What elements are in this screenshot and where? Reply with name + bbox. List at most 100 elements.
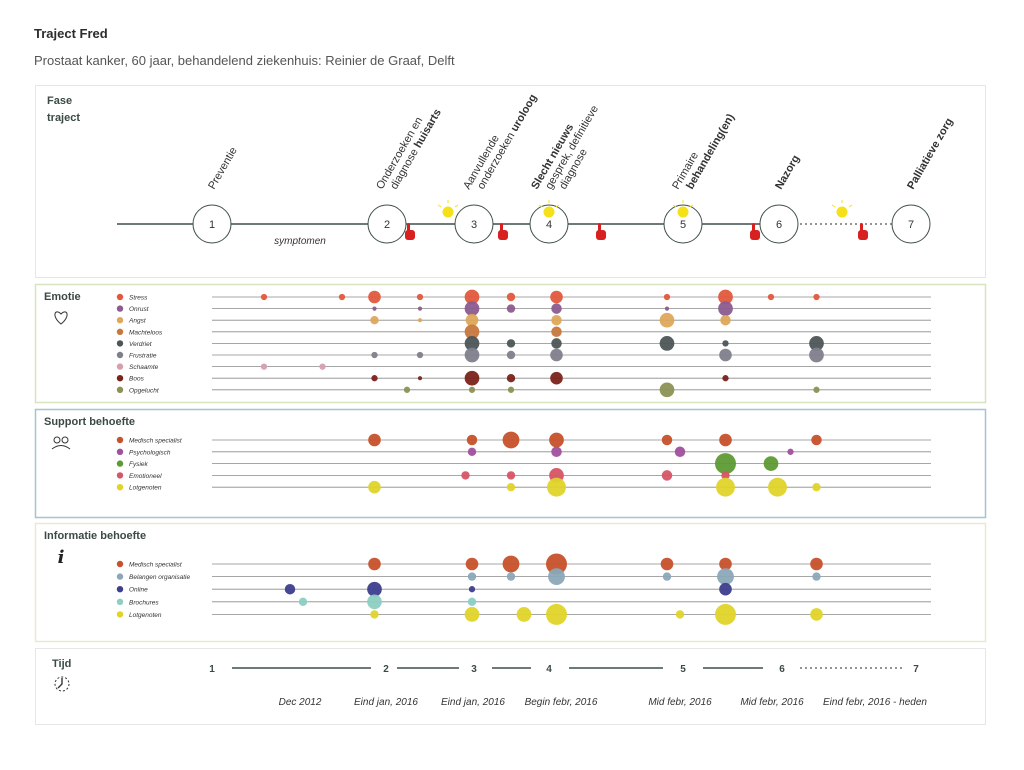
emotie-bubble-opgelucht <box>659 382 675 398</box>
emotie-legend-swatch <box>116 293 124 301</box>
informatie-bubble-lotgenoten <box>516 607 532 622</box>
lightbulb-ray <box>454 204 459 208</box>
informatie-bubble-lotgenoten <box>546 603 567 625</box>
support-bubble-medisch <box>549 432 564 448</box>
informatie-bubble-medisch <box>502 555 520 573</box>
emotie-legend-swatch <box>116 340 124 347</box>
emotie-bubble-frustratie <box>506 350 516 360</box>
time-panel-title: Tijd <box>52 658 71 670</box>
emotie-bubble-onrust <box>506 304 516 313</box>
informatie-legend-swatch <box>116 573 124 580</box>
informatie-bubble-online <box>719 582 732 596</box>
emotie-bubble-stress <box>506 292 516 302</box>
emotie-bubble-stress <box>368 290 381 304</box>
informatie-bubble-medisch <box>368 557 381 571</box>
pointing-hand-icon <box>498 230 508 240</box>
time-tick-label: 5 <box>680 664 686 675</box>
emotie-bubble-angst <box>551 314 562 326</box>
support-bubble-lotgenoten <box>368 480 381 494</box>
emotie-bubble-opgelucht <box>468 386 476 393</box>
informatie-legend-swatch <box>116 598 124 605</box>
informatie-bubble-medisch <box>719 557 732 571</box>
support-legend-label: Psychologisch <box>129 449 171 456</box>
informatie-bubble-online <box>468 586 476 593</box>
emotie-bubble-frustratie <box>416 351 424 359</box>
emotie-legend-swatch <box>116 317 124 324</box>
lightbulb-ray <box>831 204 836 208</box>
support-bubble-lotgenoten <box>716 477 735 497</box>
phase-label-group: onderzoeken uroloog <box>475 92 539 191</box>
emotie-panel-title: Emotie <box>44 291 81 303</box>
informatie-bubble-belangen <box>717 568 734 585</box>
phase-number: 7 <box>908 219 914 231</box>
emotie-legend-swatch <box>116 386 124 393</box>
informatie-bubble-brochures <box>467 597 477 606</box>
pointing-hand-icon <box>405 230 415 240</box>
emotie-bubble-stress <box>338 293 346 301</box>
phase-number: 2 <box>384 219 390 231</box>
time-date-label: Eind jan, 2016 <box>354 697 418 708</box>
support-legend-swatch <box>116 448 124 455</box>
pointing-hand-finger <box>860 223 863 232</box>
time-date-label: Eind febr, 2016 - heden <box>823 697 927 708</box>
lightbulb-ray <box>538 204 543 208</box>
pointing-hand-finger <box>752 223 755 232</box>
support-bubble-emotioneel <box>461 471 470 480</box>
emotie-panel-frame <box>34 283 987 404</box>
emotie-legend-swatch <box>116 375 124 382</box>
support-legend-label: Medisch specialist <box>129 438 183 445</box>
emotie-bubble-onrust <box>464 301 480 316</box>
emotie-bubble-stress <box>663 293 671 301</box>
informatie-bubble-online <box>367 581 382 597</box>
heart-icon <box>54 311 68 325</box>
page-title: Traject Fred <box>34 26 108 41</box>
phase-number: 4 <box>546 219 552 231</box>
phase-label-group: Palliatieve zorg <box>905 116 955 191</box>
informatie-legend-label: Medisch specialist <box>129 562 183 569</box>
emotie-bubble-schaamte <box>260 363 268 370</box>
support-panel-frame <box>34 408 987 519</box>
emotie-legend-swatch <box>116 351 124 359</box>
emotie-bubble-stress <box>550 290 563 304</box>
emotie-bubble-boos <box>371 375 378 382</box>
lightbulb-icon <box>677 206 689 218</box>
time-date-label: Dec 2012 <box>279 697 322 708</box>
emotie-bubble-opgelucht <box>403 386 411 393</box>
phase-number: 6 <box>776 219 782 231</box>
informatie-legend-swatch <box>116 586 124 593</box>
lightbulb-icon <box>836 206 848 218</box>
emotie-bubble-stress <box>260 293 268 301</box>
informatie-bubble-brochures <box>367 594 382 610</box>
informatie-legend-swatch <box>116 611 124 618</box>
support-panel-title: Support behoefte <box>44 416 135 428</box>
phase-label-text: Palliatieve zorg <box>905 116 955 191</box>
emotie-bubble-verdriet <box>722 340 729 347</box>
informatie-legend-label: Online <box>129 587 148 594</box>
emotie-bubble-stress <box>416 293 424 301</box>
pointing-hand-icon <box>858 230 868 240</box>
support-bubble-emotioneel <box>721 471 730 480</box>
time-tick-label: 1 <box>209 664 215 675</box>
time-date-label: Eind jan, 2016 <box>441 697 505 708</box>
pointing-hand-finger <box>407 223 410 232</box>
pointing-hand-finger <box>500 223 503 232</box>
time-date-label: Begin febr, 2016 <box>525 697 598 708</box>
emotie-legend-label: Boos <box>129 376 145 383</box>
informatie-bubble-belangen <box>506 572 516 581</box>
support-bubble-psycho <box>551 446 562 458</box>
support-bubble-emotioneel <box>661 470 673 481</box>
support-bubble-lotgenoten <box>506 483 516 492</box>
support-bubble-medisch <box>466 434 478 446</box>
emotie-bubble-onrust <box>664 306 670 311</box>
emotie-bubble-angst <box>465 313 479 327</box>
support-legend-label: Lotgenoten <box>129 485 162 492</box>
informatie-bubble-belangen <box>812 572 821 581</box>
emotie-bubble-angst <box>370 316 379 325</box>
lightbulb-ray <box>689 204 694 208</box>
informatie-bubble-medisch <box>546 553 567 575</box>
emotie-legend-label: Frustratie <box>129 353 157 360</box>
emotie-bubble-verdriet <box>464 336 480 351</box>
lightbulb-ray <box>848 204 853 208</box>
lightbulb-ray <box>437 204 442 208</box>
